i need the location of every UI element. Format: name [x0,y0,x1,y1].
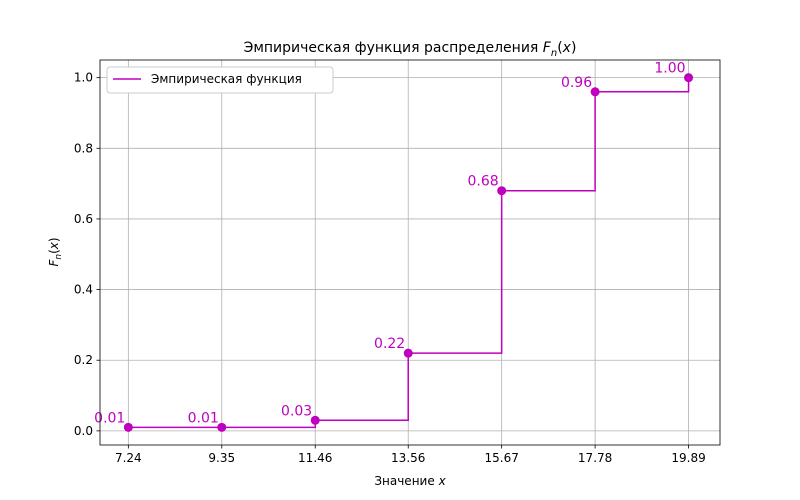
x-axis-label: Значение x [374,474,446,488]
data-point [684,73,694,83]
y-axis-label: Fn(x) [47,237,64,266]
series-layer: 0.01 0.01 0.03 0.22 0.68 0.96 1.00 [94,61,694,432]
y-tick-label: 0.6 [74,212,93,226]
x-axis: 7.24 9.35 11.46 13.56 15.67 17.78 19.89 [115,445,706,465]
legend: Эмпирическая функция [106,66,334,94]
y-tick-label: 0.2 [74,353,93,367]
data-label: 0.22 [374,336,405,352]
x-tick-label: 15.67 [484,451,518,465]
legend-box [106,66,334,94]
data-point [310,415,320,425]
y-tick-label: 1.0 [74,71,93,85]
data-point [123,422,133,432]
series-step-line [128,77,690,429]
x-tick-label: 17.78 [578,451,612,465]
data-point [497,186,507,196]
data-label: 0.03 [281,403,312,419]
data-label: 0.96 [561,75,592,91]
y-axis: 0.0 0.2 0.4 0.6 0.8 1.0 [74,71,100,438]
x-axis-label-math: x [438,474,447,488]
x-tick-label: 9.35 [208,451,235,465]
data-label: 0.01 [94,410,125,426]
data-label: 1.00 [654,61,685,77]
data-point [590,87,600,97]
x-tick-label: 19.89 [671,451,705,465]
legend-label: Эмпирическая функция [151,72,302,86]
x-tick-label: 11.46 [298,451,332,465]
data-point [403,348,413,358]
chart-title-text: Эмпирическая функция распределения [244,40,539,56]
data-label: 0.01 [188,410,219,426]
y-tick-label: 0.8 [74,141,93,155]
x-axis-label-text: Значение [374,474,434,488]
plot-area [100,60,720,445]
y-tick-label: 0.0 [74,424,93,438]
y-tick-label: 0.4 [74,283,93,297]
data-label: 0.68 [467,174,498,190]
chart-title: Эмпирическая функция распределения Fn(x) [244,40,577,59]
x-tick-label: 13.56 [391,451,425,465]
x-tick-label: 7.24 [115,451,142,465]
chart-title-math-sub: n [551,48,557,59]
data-point [217,422,227,432]
plot-frame [99,59,721,446]
chart-title-math: F [543,40,552,56]
